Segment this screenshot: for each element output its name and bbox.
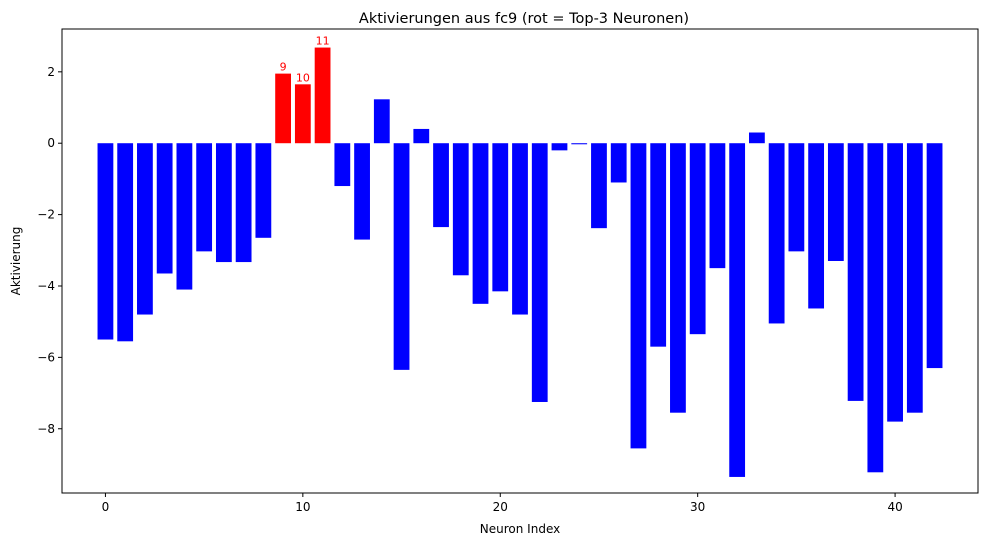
- bar-neuron-28: [650, 143, 667, 347]
- bar-value-label-11: 11: [316, 35, 330, 48]
- bar-neuron-12: [334, 143, 351, 187]
- bar-neuron-4: [176, 143, 193, 290]
- bar-neuron-9: [275, 73, 291, 144]
- bar-neuron-5: [196, 143, 213, 252]
- y-tick-label: 0: [47, 136, 55, 150]
- bar-neuron-37: [827, 143, 844, 261]
- bar-neuron-42: [926, 143, 943, 369]
- y-tick-label: 2: [47, 65, 55, 79]
- x-tick-label: 30: [690, 500, 705, 514]
- x-tick-label: 10: [295, 500, 310, 514]
- y-axis: 2 0 −2 −4 −6 −8: [37, 65, 62, 436]
- bar-neuron-19: [472, 143, 489, 304]
- bar-neuron-17: [433, 143, 449, 228]
- bar-neuron-39: [867, 143, 884, 473]
- bar-neuron-15: [393, 143, 410, 370]
- bar-neuron-0: [97, 143, 114, 340]
- x-axis-label: Neuron Index: [480, 522, 560, 536]
- x-axis: 0 10 20 30 40: [102, 493, 903, 514]
- y-tick-label: −6: [37, 350, 55, 364]
- bar-neuron-33: [749, 132, 765, 144]
- bar-neuron-34: [768, 143, 785, 324]
- y-tick-label: −2: [37, 208, 55, 222]
- bar-neuron-21: [512, 143, 528, 315]
- bar-neuron-7: [235, 143, 252, 263]
- bar-neuron-8: [255, 143, 272, 238]
- x-tick-label: 0: [102, 500, 110, 514]
- bar-neuron-16: [413, 128, 430, 144]
- bar-neuron-1: [117, 143, 134, 342]
- y-tick-label: −8: [37, 422, 55, 436]
- bar-neuron-36: [808, 143, 825, 309]
- bar-neuron-11: [314, 47, 331, 144]
- bar-neuron-31: [709, 143, 726, 269]
- bar-neuron-26: [610, 143, 627, 183]
- bar-neuron-14: [373, 99, 390, 144]
- y-tick-label: −4: [37, 279, 55, 293]
- x-tick-label: 40: [887, 500, 902, 514]
- bar-neuron-24: [571, 143, 588, 145]
- bar-neuron-30: [689, 143, 706, 335]
- bar-neuron-32: [729, 143, 746, 477]
- x-tick-label: 20: [493, 500, 508, 514]
- bar-neuron-23: [551, 143, 568, 151]
- bars-group: [97, 47, 943, 477]
- plot-frame: [61, 28, 979, 494]
- bar-neuron-25: [591, 143, 607, 229]
- bar-neuron-35: [788, 143, 805, 252]
- bar-neuron-40: [887, 143, 903, 422]
- bar-neuron-3: [156, 143, 173, 274]
- bar-neuron-41: [906, 143, 923, 413]
- bar-neuron-38: [847, 143, 864, 401]
- bar-neuron-6: [215, 143, 232, 263]
- bar-neuron-13: [354, 143, 370, 240]
- bar-value-label-9: 9: [280, 61, 287, 74]
- chart-title: Aktivierungen aus fc9 (rot = Top-3 Neuro…: [359, 11, 689, 27]
- bar-neuron-27: [630, 143, 647, 449]
- bar-neuron-22: [531, 143, 548, 402]
- bar-neuron-2: [137, 143, 153, 315]
- bar-neuron-10: [294, 84, 311, 144]
- y-axis-label: Aktivierung: [9, 227, 23, 296]
- bar-neuron-20: [492, 143, 509, 292]
- bar-labels-group: 9 10 11: [280, 35, 330, 85]
- bar-neuron-29: [670, 143, 686, 413]
- bar-value-label-10: 10: [296, 71, 310, 84]
- bar-neuron-18: [452, 143, 469, 276]
